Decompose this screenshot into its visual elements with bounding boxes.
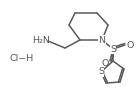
Text: O: O: [126, 40, 134, 50]
Text: N: N: [98, 36, 106, 44]
Text: H₂N: H₂N: [32, 36, 50, 44]
Text: O: O: [101, 59, 109, 67]
Text: S: S: [110, 44, 116, 53]
Text: S: S: [98, 67, 104, 77]
Text: Cl−H: Cl−H: [10, 53, 34, 63]
